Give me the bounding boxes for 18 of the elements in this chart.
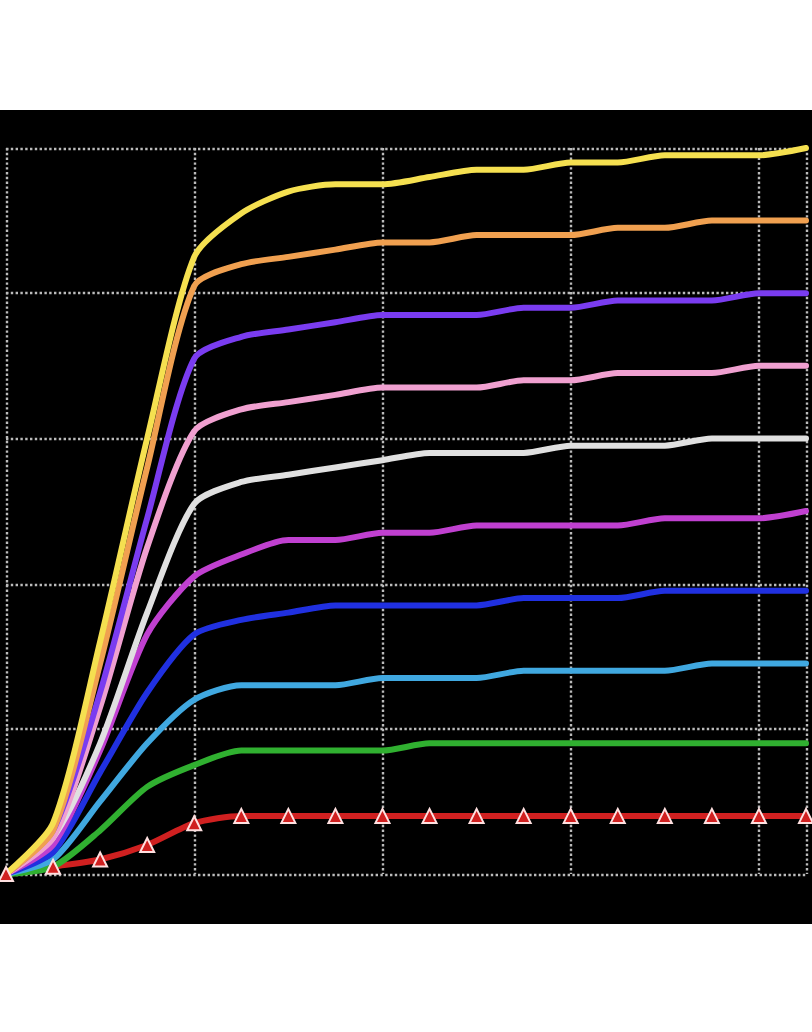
point: [421, 807, 438, 824]
point: [468, 807, 485, 824]
point: [656, 807, 673, 824]
point: [92, 851, 109, 868]
point: [374, 807, 391, 824]
point: [609, 807, 626, 824]
point: [45, 858, 62, 875]
point: [233, 807, 250, 824]
point: [139, 836, 156, 853]
point: [703, 807, 720, 824]
point: [562, 807, 579, 824]
point: [515, 807, 532, 824]
point: [280, 807, 297, 824]
point: [186, 815, 203, 832]
point: [798, 807, 812, 824]
point: [750, 807, 767, 824]
point: [0, 866, 14, 882]
point: [327, 807, 344, 824]
